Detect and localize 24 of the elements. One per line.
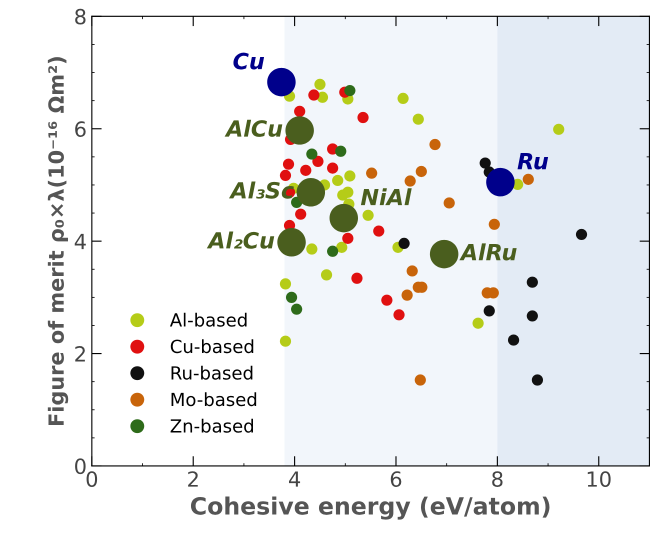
legend-label: Al-based <box>170 312 247 327</box>
annotation: AlCu <box>224 120 282 137</box>
legend-label: Cu-based <box>170 339 254 354</box>
x-tick-label: 10 <box>588 471 611 487</box>
annotation: NiAl <box>360 188 412 206</box>
legend-label: Mo-based <box>172 392 256 406</box>
x-tick-label: 6 <box>390 471 402 487</box>
y-axis-title: Figure of merit ρ₀×λ(10⁻¹⁶ Ωm²) <box>48 57 68 426</box>
x-tick-label: 0 <box>86 471 98 487</box>
x-axis-title: Cohesive energy (eV/atom) <box>190 496 550 520</box>
y-tick-label: 8 <box>75 8 86 25</box>
x-tick-label: 4 <box>288 471 300 487</box>
y-tick-label: 0 <box>75 458 86 474</box>
legend-label: Zn-based <box>170 418 253 433</box>
y-tick-label: 2 <box>75 346 85 362</box>
x-tick-label: 2 <box>188 471 198 487</box>
x-tick-label: 8 <box>492 471 503 487</box>
annotation: Al₂Cu <box>206 232 274 249</box>
annotation: Ru <box>518 152 548 170</box>
y-tick-label: 4 <box>74 234 86 250</box>
annotation: Cu <box>233 52 264 70</box>
legend-label: Ru-based <box>172 366 252 380</box>
annotation: AlRu <box>459 243 517 261</box>
y-tick-label: 6 <box>75 121 86 137</box>
